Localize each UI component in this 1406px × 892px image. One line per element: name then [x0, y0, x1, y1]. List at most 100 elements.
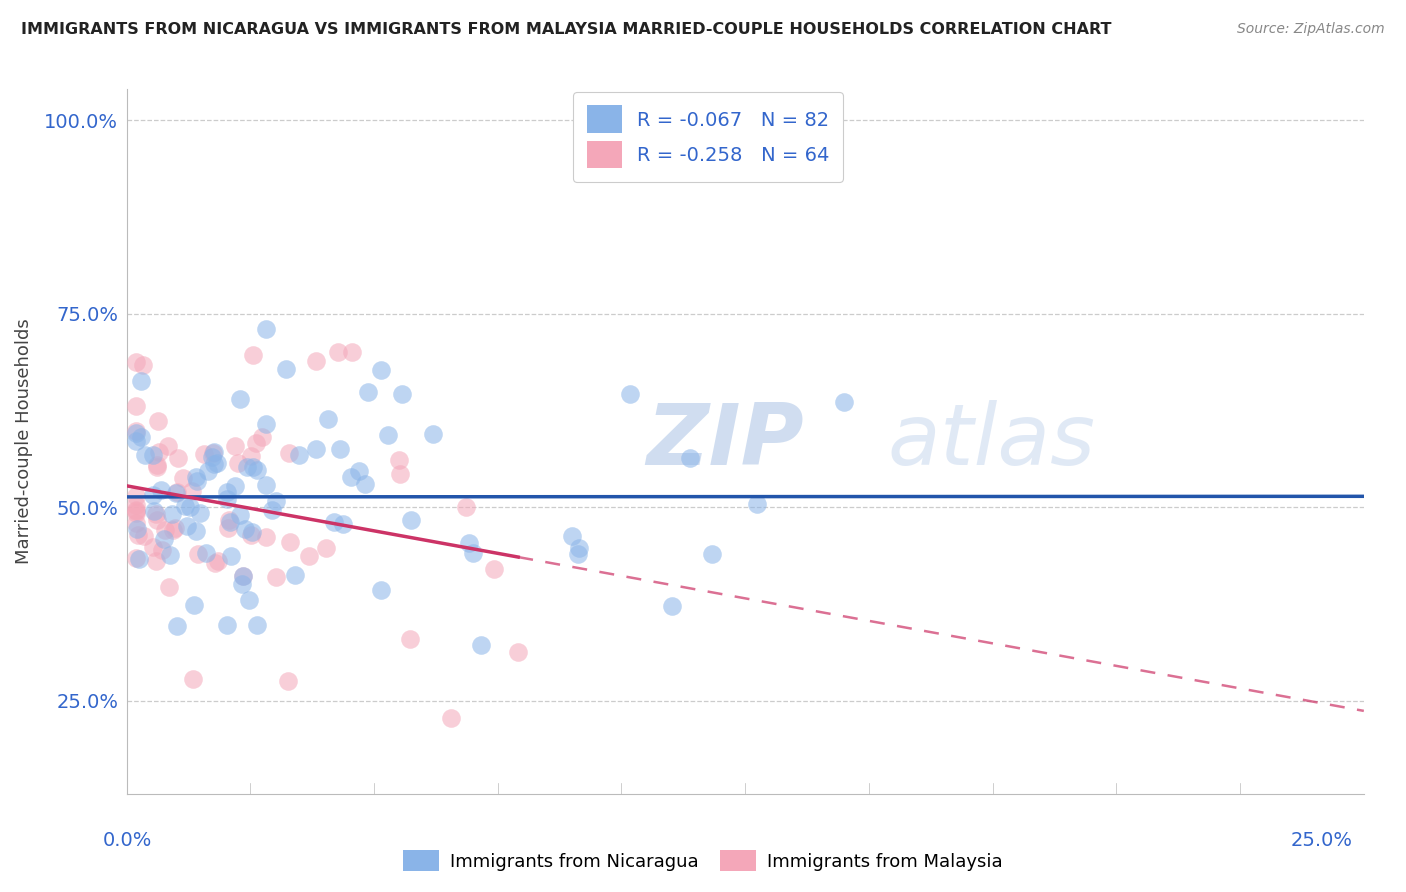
- Point: [236, 459, 259, 474]
- Point: [454, 500, 477, 515]
- Point: [323, 515, 346, 529]
- Point: [194, 546, 217, 560]
- Point: [202, 458, 225, 472]
- Point: [567, 541, 589, 555]
- Point: [298, 549, 321, 563]
- Point: [217, 491, 239, 506]
- Point: [357, 385, 380, 400]
- Point: [226, 456, 249, 470]
- Point: [619, 387, 641, 401]
- Point: [143, 504, 166, 518]
- Point: [264, 493, 287, 508]
- Point: [207, 554, 229, 568]
- Point: [254, 417, 277, 431]
- Point: [128, 551, 150, 566]
- Point: [162, 524, 184, 538]
- Point: [315, 541, 337, 555]
- Point: [832, 395, 855, 409]
- Point: [224, 439, 246, 453]
- Point: [146, 459, 169, 474]
- Point: [172, 471, 194, 485]
- Point: [142, 448, 165, 462]
- Point: [440, 711, 463, 725]
- Point: [184, 470, 207, 484]
- Point: [131, 358, 153, 372]
- Point: [264, 570, 287, 584]
- Point: [245, 436, 267, 450]
- Point: [204, 556, 226, 570]
- Point: [233, 522, 256, 536]
- Point: [125, 503, 148, 517]
- Point: [146, 458, 169, 472]
- Point: [181, 484, 204, 499]
- Point: [254, 478, 277, 492]
- Point: [370, 582, 392, 597]
- Point: [745, 497, 768, 511]
- Point: [422, 427, 444, 442]
- Point: [508, 645, 530, 659]
- Point: [215, 484, 238, 499]
- Point: [239, 527, 262, 541]
- Point: [167, 450, 190, 465]
- Point: [125, 424, 148, 438]
- Point: [183, 598, 205, 612]
- Point: [232, 569, 254, 583]
- Point: [242, 459, 264, 474]
- Point: [482, 562, 505, 576]
- Y-axis label: Married-couple Households: Married-couple Households: [15, 318, 34, 565]
- Point: [202, 444, 225, 458]
- Point: [197, 464, 219, 478]
- Point: [305, 442, 328, 457]
- Point: [316, 412, 339, 426]
- Point: [305, 354, 328, 368]
- Point: [157, 439, 180, 453]
- Point: [387, 453, 409, 467]
- Legend: R = -0.067   N = 82, R = -0.258   N = 64: R = -0.067 N = 82, R = -0.258 N = 64: [574, 92, 844, 182]
- Point: [370, 363, 392, 377]
- Text: atlas: atlas: [887, 400, 1095, 483]
- Point: [329, 442, 352, 456]
- Point: [240, 524, 263, 539]
- Point: [174, 500, 197, 514]
- Point: [176, 519, 198, 533]
- Point: [148, 445, 170, 459]
- Point: [224, 479, 246, 493]
- Point: [127, 527, 149, 541]
- Text: 0.0%: 0.0%: [103, 831, 152, 850]
- Point: [166, 619, 188, 633]
- Point: [461, 546, 484, 560]
- Point: [201, 450, 224, 465]
- Point: [193, 447, 215, 461]
- Point: [242, 348, 264, 362]
- Point: [328, 345, 350, 359]
- Point: [134, 528, 156, 542]
- Point: [661, 599, 683, 613]
- Point: [284, 567, 307, 582]
- Point: [399, 632, 422, 646]
- Point: [125, 504, 148, 518]
- Point: [277, 673, 299, 688]
- Point: [219, 549, 242, 563]
- Point: [347, 464, 370, 478]
- Point: [125, 522, 148, 536]
- Point: [391, 387, 413, 401]
- Point: [278, 534, 301, 549]
- Point: [254, 530, 277, 544]
- Point: [239, 449, 262, 463]
- Point: [388, 467, 411, 482]
- Point: [470, 638, 492, 652]
- Point: [276, 362, 298, 376]
- Point: [457, 536, 479, 550]
- Point: [205, 456, 228, 470]
- Point: [229, 508, 252, 522]
- Point: [217, 521, 239, 535]
- Point: [250, 430, 273, 444]
- Point: [181, 673, 204, 687]
- Point: [232, 569, 254, 583]
- Point: [145, 507, 167, 521]
- Point: [160, 507, 183, 521]
- Point: [339, 469, 361, 483]
- Point: [246, 618, 269, 632]
- Point: [153, 532, 176, 546]
- Point: [166, 485, 188, 500]
